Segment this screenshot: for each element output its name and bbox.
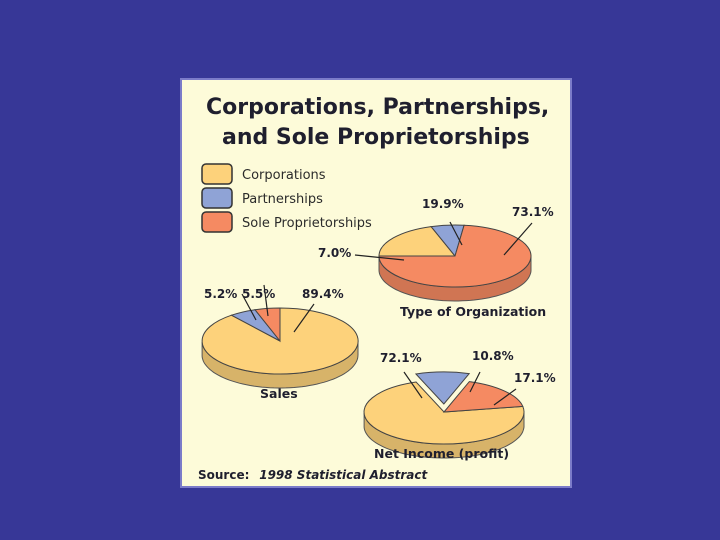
pie-chart-figure: Corporations, Partnerships, and Sole Pro… [198, 95, 556, 482]
source-note: Source: 1998 Statistical Abstract [198, 468, 429, 482]
pie-income-slice-sole [442, 381, 524, 413]
pie-sales-leader-sole [241, 293, 257, 321]
pie-sales-leader-corporations [293, 303, 315, 333]
pie-income-leader-partnerships [469, 371, 481, 393]
chart-title-line1: Corporations, Partnerships, [206, 95, 549, 120]
pie-org-leader-partnerships [354, 254, 405, 261]
pie-org-slice-corporations [378, 226, 457, 257]
pie-income: 72.1% 10.8%17.1% Net Income (profit) [363, 349, 556, 461]
pie-income-label-partnerships: 10.8% [472, 349, 514, 363]
legend-label-sole: Sole Proprietorships [242, 216, 372, 231]
pie-org-leader-sole [503, 222, 533, 256]
pie-sales-label-corporations: 89.4% [302, 287, 344, 301]
pie-income-label-sole: 17.1% [514, 371, 556, 385]
pie-org-slice-sole [378, 224, 532, 288]
pie-org: 19.9% 7.0% 73.1% Type of Organization [318, 197, 554, 319]
pie-org-label-corporations: 19.9% [422, 197, 464, 211]
pie-sales-leader-partnerships [263, 284, 269, 317]
legend-swatch-corporations [201, 163, 233, 185]
legend-swatch-partnerships [201, 187, 233, 209]
pie-org-label-sole: 73.1% [512, 205, 554, 219]
legend: Corporations Partnerships Sole Proprieto… [201, 163, 372, 233]
pie-org-title: Type of Organization [400, 304, 546, 319]
pie-income-leader-corporations [403, 371, 423, 399]
source-text: 1998 Statistical Abstract [259, 468, 428, 482]
pie-income-title: Net Income (profit) [374, 446, 509, 461]
pie-income-label-corporations: 72.1% [380, 351, 422, 365]
pie-sales-title: Sales [260, 386, 298, 401]
pie-income-leader-sole [493, 388, 517, 406]
source-label: Source: [198, 468, 249, 482]
chart-title-line2: and Sole Proprietorships [222, 125, 530, 150]
legend-label-corporations: Corporations [242, 168, 326, 183]
pie-income-slice-partnerships [414, 371, 471, 405]
pie-income-slice-corporations [363, 381, 525, 445]
pie-org-leader-corporations [449, 221, 463, 246]
legend-swatch-sole [201, 211, 233, 233]
pie-sales: 89.4% 5.5% 5.2% Sales [201, 284, 359, 401]
pie-sales-label-sole: 5.2% [204, 287, 237, 301]
pie-org-label-partnerships: 7.0% [318, 246, 351, 260]
legend-label-partnerships: Partnerships [242, 192, 323, 207]
pie-sales-label-partnerships: 5.5% [242, 287, 275, 301]
chart-panel: Corporations, Partnerships, and Sole Pro… [180, 78, 572, 488]
